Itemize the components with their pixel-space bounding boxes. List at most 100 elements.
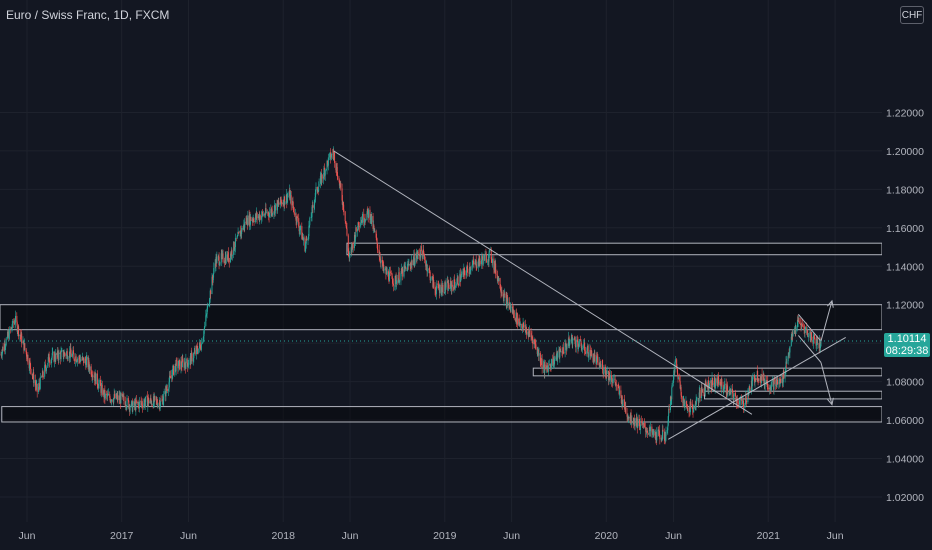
candle-body (729, 390, 731, 391)
candle-body (788, 352, 790, 357)
zone-rectangle (0, 304, 883, 331)
time-tick-label: 2021 (757, 530, 781, 542)
candle-body (539, 353, 541, 363)
candle-body (479, 255, 481, 261)
candle-body (72, 350, 74, 354)
candle-body (751, 379, 753, 387)
candle-body (465, 270, 467, 276)
candle-body (299, 230, 301, 232)
candle-body (433, 280, 435, 286)
candle-body (85, 359, 87, 368)
candle-body (132, 401, 134, 406)
candle-body (363, 222, 365, 223)
candle-body (574, 337, 576, 342)
candle-body (149, 401, 151, 404)
candle-body (450, 280, 452, 289)
candle-body (763, 374, 765, 384)
candle-body (559, 348, 561, 352)
candle-body (784, 373, 786, 379)
candle-body (305, 239, 307, 244)
candle-body (364, 219, 366, 221)
candle-body (90, 366, 92, 375)
candle-body (397, 278, 399, 284)
candle-body (594, 354, 596, 357)
candle-body (244, 221, 246, 228)
candle-body (603, 366, 605, 374)
candle-body (619, 390, 621, 395)
price-tick-label: 1.06000 (886, 415, 924, 427)
plot-area[interactable] (0, 0, 883, 522)
candle-body (54, 354, 56, 360)
candle-body (422, 249, 424, 259)
candle-body (383, 268, 385, 271)
time-axis[interactable]: Jun 2017 Jun 2018 Jun 2019 Jun 2020 Jun 2021 Jun (0, 522, 882, 550)
candle-body (279, 203, 281, 205)
candle-body (159, 405, 161, 409)
candle-body (162, 400, 164, 405)
candle-body (438, 284, 440, 289)
candle-body (733, 392, 735, 397)
candle-body (382, 261, 384, 268)
candle-body (98, 383, 100, 389)
candle-body (479, 260, 481, 264)
candle-body (767, 386, 769, 388)
candle-body (88, 360, 90, 367)
candle-body (501, 291, 503, 294)
candle-body (206, 314, 208, 315)
candle-body (30, 363, 32, 370)
candle-body (591, 350, 593, 354)
candle-body (689, 401, 691, 413)
candle-body (467, 268, 469, 273)
candle-body (434, 289, 436, 293)
candle-body (695, 405, 697, 409)
candle-body (111, 399, 113, 402)
candle-body (378, 250, 380, 257)
candle-body (11, 327, 13, 329)
candle-body (597, 356, 599, 365)
candle-body (742, 401, 744, 404)
candle-body (648, 430, 650, 435)
candle-body (637, 418, 639, 426)
candle-body (234, 237, 236, 248)
candle-body (581, 348, 583, 351)
candle-body (770, 381, 772, 391)
candle-body (337, 175, 339, 180)
candle-body (35, 384, 37, 388)
candle-body (725, 383, 727, 394)
candle-body (326, 169, 328, 171)
candle-body (392, 283, 394, 286)
candle-body (31, 373, 33, 377)
candle-body (148, 397, 150, 404)
candle-body (666, 430, 668, 431)
candle-body (58, 352, 60, 360)
candle-body (757, 380, 759, 382)
candle-body (651, 431, 653, 433)
candle-body (49, 361, 51, 363)
candle-body (596, 357, 598, 364)
candle-body (29, 361, 31, 369)
chart-svg[interactable] (0, 0, 883, 522)
candle-body (615, 382, 617, 386)
candle-body (345, 221, 347, 223)
candle-body (66, 351, 68, 359)
candle-body (469, 269, 471, 272)
candle-body (222, 253, 224, 262)
candle-body (812, 335, 814, 344)
candle-body (761, 374, 763, 381)
currency-button[interactable]: CHF (900, 6, 924, 24)
candle-body (391, 274, 393, 279)
candle-body (208, 305, 210, 306)
candle-body (236, 236, 238, 239)
candle-body (534, 341, 536, 345)
candle-body (663, 431, 665, 439)
candle-body (448, 287, 450, 289)
candle-body (608, 372, 610, 378)
price-axis[interactable]: 1.02000 1.04000 1.06000 1.08000 1.12000 1.140… (882, 0, 932, 522)
candle-body (180, 361, 182, 367)
candle-body (503, 294, 505, 302)
candle-body (685, 401, 687, 405)
candle-body (680, 387, 682, 396)
candle-body (705, 384, 707, 385)
candle-body (643, 423, 645, 428)
candle-body (584, 350, 586, 353)
